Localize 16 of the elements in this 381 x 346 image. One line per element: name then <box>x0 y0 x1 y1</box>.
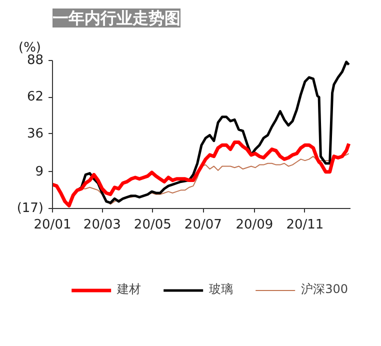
chart-title: 一年内行业走势图 <box>52 8 180 28</box>
x-tick-label: 20/03 <box>83 218 121 232</box>
y-tick-label: 9 <box>35 164 44 180</box>
y-axis-title: (%) <box>18 40 41 56</box>
y-tick-label: 62 <box>26 90 44 105</box>
x-tick-label: 20/11 <box>286 218 324 232</box>
legend-label: 玻璃 <box>209 281 234 298</box>
x-tick-label: 20/09 <box>236 218 274 232</box>
x-tick-label: 20/05 <box>134 218 172 232</box>
x-tick-label: 20/07 <box>184 218 222 232</box>
x-tick-label: 20/01 <box>34 218 72 232</box>
legend-label: 建材 <box>117 281 142 298</box>
legend-label: 沪深300 <box>301 281 348 298</box>
y-tick-label: (17) <box>16 201 44 216</box>
y-tick-label: 88 <box>26 53 44 68</box>
y-tick-label: 36 <box>26 126 44 142</box>
